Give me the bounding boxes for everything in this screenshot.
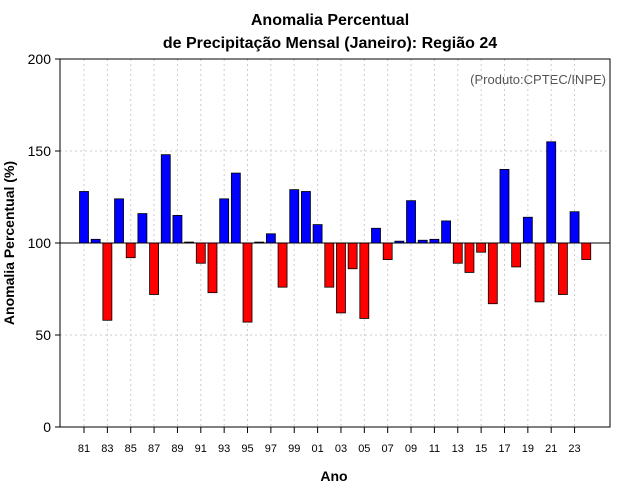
bar-85: [125, 242, 136, 259]
x-tick-label: 11: [429, 443, 440, 455]
bar-11: [429, 238, 440, 244]
x-tick-label: 93: [218, 443, 230, 455]
x-axis-label: Ano: [320, 468, 347, 484]
bar-13: [452, 242, 463, 264]
bar-16: [487, 242, 498, 305]
x-tick-label: 07: [382, 443, 394, 455]
bar-88: [160, 154, 171, 244]
bar-87: [149, 242, 159, 295]
bar-19: [522, 216, 533, 244]
x-tick-label: 23: [568, 443, 580, 455]
x-tick-label: 89: [171, 443, 183, 455]
bar-81: [79, 191, 89, 244]
x-tick-label: 95: [241, 443, 253, 455]
bar-23: [569, 211, 580, 244]
bar-93: [219, 198, 230, 244]
axes: 0 50 100 150 200 81 83 85 87 89 91 93 95 97 99 01 03 05 07…: [28, 51, 611, 455]
source-note: (Produto:CPTEC/INPE): [470, 72, 606, 87]
bar-15: [476, 242, 487, 253]
gridlines: [60, 59, 610, 427]
bar-22: [557, 242, 568, 295]
y-tick-label: 100: [28, 235, 52, 251]
bar-86: [137, 213, 148, 244]
bar-92: [207, 242, 218, 294]
x-tick-label: 05: [358, 443, 370, 455]
x-tick-label: 19: [522, 443, 534, 455]
bar-95: [242, 242, 253, 323]
bar-00: [301, 191, 311, 244]
bar-82: [90, 238, 101, 244]
x-tick-label: 13: [452, 443, 464, 455]
bar-04: [347, 242, 358, 270]
x-tick-label: 85: [125, 443, 137, 455]
x-tick-label: 03: [335, 443, 347, 455]
y-tick-label: 200: [28, 51, 52, 67]
bar-98: [277, 242, 288, 288]
x-tick-label: 17: [498, 443, 510, 455]
x-tick-label: 01: [311, 443, 323, 455]
x-tick-label: 87: [148, 443, 160, 455]
x-tick-label: 99: [288, 443, 300, 455]
y-tick-label: 50: [35, 327, 51, 343]
bar-84: [114, 198, 124, 244]
bar-21: [546, 141, 557, 244]
y-tick-label: 0: [43, 419, 51, 435]
bar-24: [581, 242, 592, 260]
x-tick-label: 15: [475, 443, 487, 455]
bar-12: [441, 220, 451, 244]
bar-89: [172, 214, 183, 244]
bar-02: [324, 242, 335, 288]
bar-94: [230, 172, 241, 244]
bars: [79, 141, 592, 323]
bar-97: [265, 233, 276, 244]
bar-91: [195, 242, 206, 264]
y-axis-label: Anomalia Percentual (%): [1, 161, 17, 325]
x-tick-label: 91: [195, 443, 207, 455]
bar-99: [289, 189, 300, 244]
x-tick-label: 09: [405, 443, 417, 455]
bar-06: [371, 227, 381, 244]
chart-title-line1: Anomalia Percentual: [251, 12, 409, 29]
bar-20: [534, 242, 545, 303]
bar-18: [511, 242, 522, 268]
bar-07: [382, 242, 393, 260]
bar-03: [336, 242, 346, 314]
bar-14: [464, 242, 475, 273]
x-tick-label: 21: [545, 443, 557, 455]
x-tick-label: 81: [78, 443, 90, 455]
bar-05: [359, 242, 370, 319]
bar-01: [312, 224, 323, 244]
bar-17: [499, 168, 510, 244]
chart-title-line2: de Precipitação Mensal (Janeiro): Região…: [163, 35, 497, 52]
x-tick-label: 97: [265, 443, 277, 455]
bar-09: [406, 200, 416, 244]
y-tick-label: 150: [28, 143, 52, 159]
bar-83: [102, 242, 113, 321]
x-tick-label: 83: [101, 443, 113, 455]
